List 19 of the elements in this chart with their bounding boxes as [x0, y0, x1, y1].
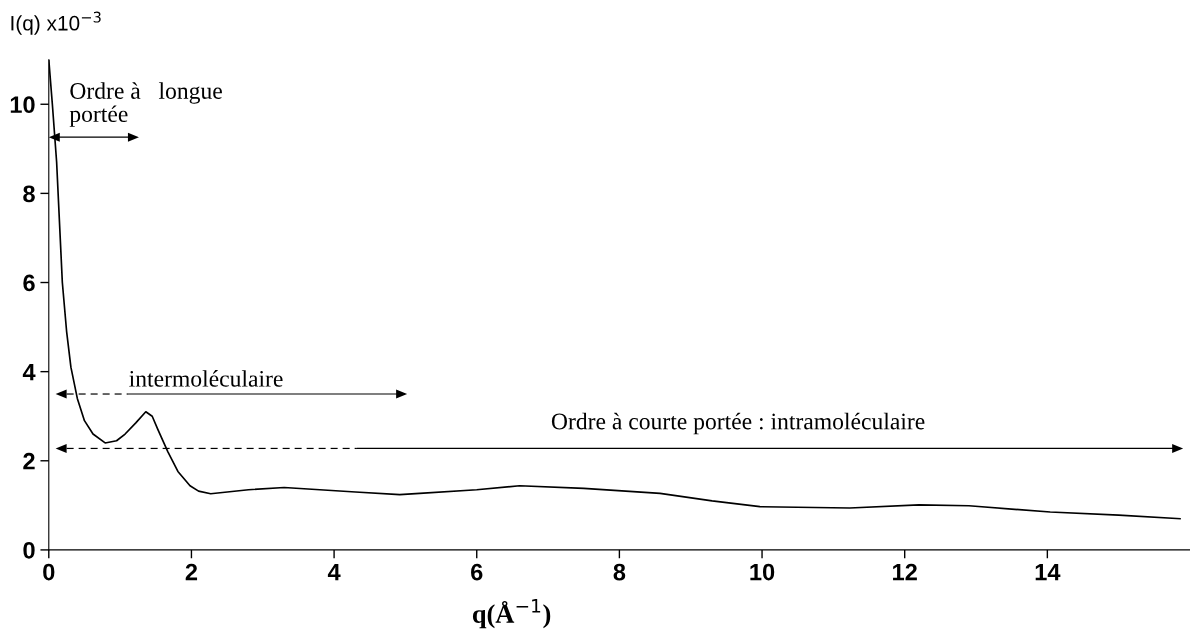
x-tick-label: 4 — [327, 563, 341, 581]
x-tick-label: 2 — [185, 563, 198, 581]
x-tick-label: 0 — [43, 563, 55, 581]
y-tick-label: 2 — [23, 452, 35, 470]
annotation: intermoléculaire — [129, 370, 283, 387]
x-tick-label: 10 — [750, 563, 775, 581]
y-tick-label: 0 — [23, 541, 35, 559]
y-axis-title: I(q) x10$^{−3}$ — [11, 11, 101, 35]
y-tick-label: 4 — [22, 363, 36, 381]
y-tick-label: 8 — [23, 185, 35, 203]
y-tick-label: 10 — [10, 96, 35, 114]
annotation: Ordre à longue portée — [69, 82, 222, 127]
x-tick-label: 8 — [613, 563, 626, 581]
x-axis-title: q(Å$^{−1}$) — [472, 599, 551, 629]
x-tick-label: 12 — [893, 563, 917, 581]
annotation: Ordre à courte portée : intramoléculaire — [551, 412, 925, 435]
x-tick-label: 6 — [471, 563, 483, 581]
x-tick-label: 14 — [1035, 563, 1061, 581]
y-tick-label: 6 — [23, 274, 35, 292]
